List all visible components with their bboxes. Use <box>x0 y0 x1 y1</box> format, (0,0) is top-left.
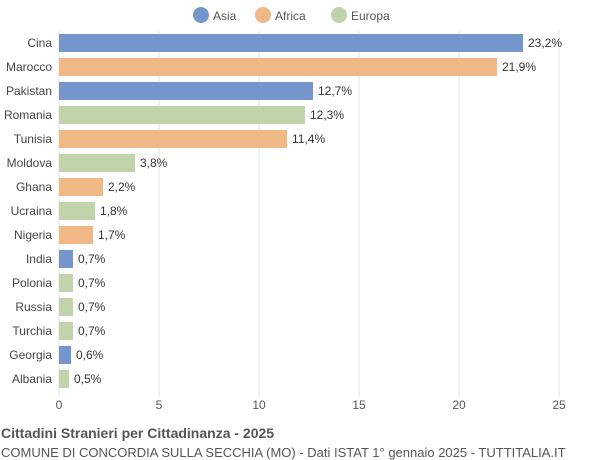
bar <box>59 250 73 268</box>
data-label: 0,7% <box>78 252 106 266</box>
y-tick-label: Nigeria <box>14 228 52 242</box>
legend-label: Asia <box>213 9 237 23</box>
bar <box>59 274 73 292</box>
legend-label: Europa <box>351 9 390 23</box>
chart-title: Cittadini Stranieri per Cittadinanza - 2… <box>1 425 275 441</box>
legend-marker <box>331 7 347 23</box>
y-tick-label: Ghana <box>16 180 52 194</box>
legend-marker <box>193 7 209 23</box>
y-tick-label: Georgia <box>9 348 52 362</box>
y-tick-label: Romania <box>4 108 52 122</box>
data-label: 0,7% <box>78 324 106 338</box>
bar <box>59 322 73 340</box>
bar <box>59 106 305 124</box>
legend-marker <box>255 7 271 23</box>
y-tick-label: India <box>26 252 52 266</box>
data-label: 23,2% <box>528 36 562 50</box>
bar <box>59 130 287 148</box>
bar <box>59 226 93 244</box>
chart-subtitle: COMUNE DI CONCORDIA SULLA SECCHIA (MO) -… <box>1 445 566 460</box>
x-tick-label: 25 <box>552 398 566 412</box>
data-label: 21,9% <box>502 60 536 74</box>
data-label: 1,7% <box>98 228 126 242</box>
y-tick-label: Marocco <box>6 60 52 74</box>
bar-chart: 0 5 10 15 20 25 Cina 23,2% Marocco 21,9% Pakistan 1… <box>4 7 566 412</box>
y-tick-label: Ucraina <box>11 204 53 218</box>
y-tick-label: Tunisia <box>14 132 53 146</box>
data-label: 0,5% <box>74 372 102 386</box>
bar <box>59 202 95 220</box>
bar <box>59 34 523 52</box>
data-label: 0,7% <box>78 300 106 314</box>
x-tick-label: 0 <box>56 398 63 412</box>
bar <box>59 178 103 196</box>
y-tick-label: Polonia <box>12 276 52 290</box>
data-label: 0,7% <box>78 276 106 290</box>
bar <box>59 154 135 172</box>
y-tick-label: Albania <box>12 372 52 386</box>
bar <box>59 370 69 388</box>
bar <box>59 298 73 316</box>
y-tick-label: Cina <box>27 36 52 50</box>
data-label: 11,4% <box>292 132 325 146</box>
x-tick-label: 10 <box>252 398 266 412</box>
x-tick-label: 20 <box>452 398 466 412</box>
bar <box>59 58 497 76</box>
bar <box>59 82 313 100</box>
x-tick-label: 15 <box>352 398 366 412</box>
data-label: 12,3% <box>310 108 344 122</box>
legend-label: Africa <box>275 9 306 23</box>
data-label: 0,6% <box>76 348 104 362</box>
y-tick-label: Moldova <box>7 156 53 170</box>
data-label: 3,8% <box>140 156 168 170</box>
x-tick-label: 5 <box>156 398 163 412</box>
data-label: 1,8% <box>100 204 128 218</box>
data-label: 2,2% <box>108 180 136 194</box>
data-label: 12,7% <box>318 84 352 98</box>
y-tick-label: Russia <box>15 300 52 314</box>
y-tick-label: Pakistan <box>6 84 52 98</box>
y-tick-label: Turchia <box>12 324 52 338</box>
bar <box>59 346 71 364</box>
